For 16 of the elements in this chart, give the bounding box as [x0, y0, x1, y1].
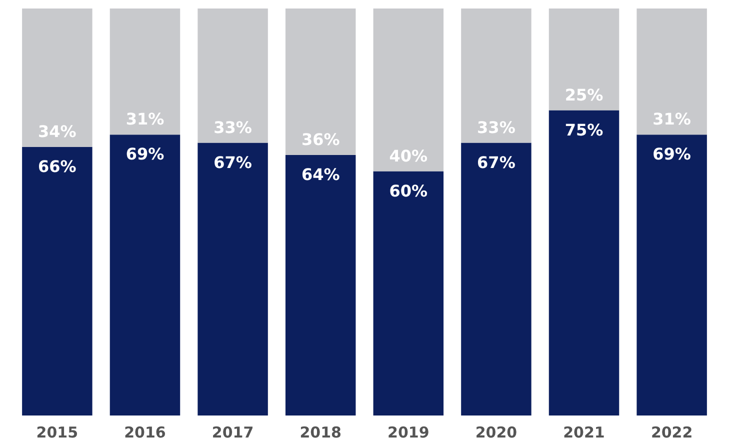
data-label: 64%: [301, 165, 340, 184]
data-label: 69%: [652, 144, 691, 164]
data-label: 75%: [564, 120, 604, 140]
x-tick-label: 2020: [475, 424, 518, 440]
x-tick-label: 2019: [388, 424, 430, 440]
x-tick-label: 2016: [124, 424, 166, 440]
x-tick-label: 2017: [212, 424, 254, 440]
data-label: 67%: [477, 152, 516, 172]
data-label: 67%: [214, 152, 252, 172]
x-tick-label: 2015: [36, 424, 78, 440]
data-label: 66%: [38, 156, 76, 176]
x-tick-label: 2021: [563, 424, 605, 440]
data-label: 60%: [389, 181, 428, 200]
data-label: 69%: [126, 144, 164, 164]
x-tick-label: 2022: [650, 424, 693, 440]
x-tick-label: 2018: [300, 424, 342, 440]
